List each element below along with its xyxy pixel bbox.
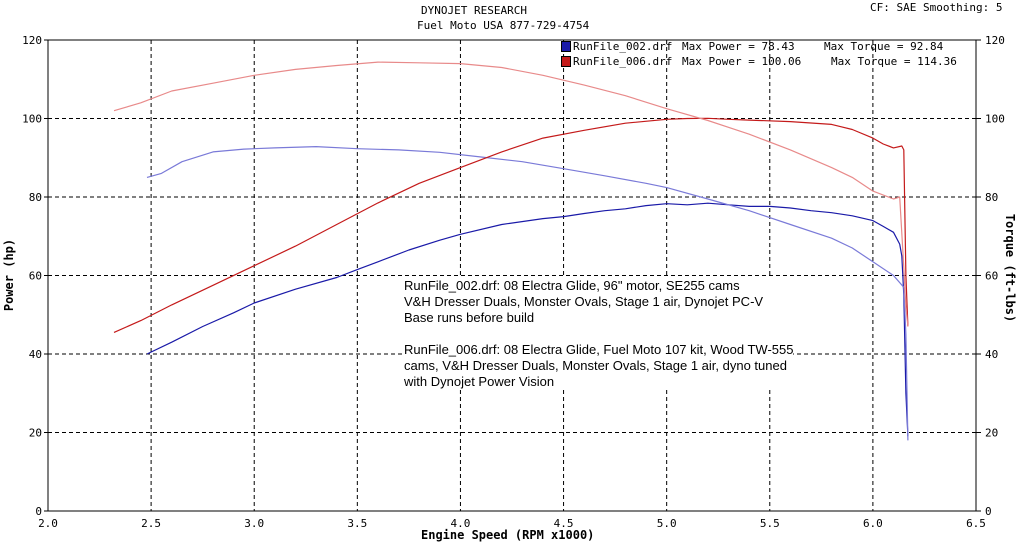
- run-notes: RunFile_002.drf: 08 Electra Glide, 96" m…: [404, 278, 794, 390]
- x-tick-label: 2.5: [141, 517, 161, 530]
- legend-swatch-run002: [561, 41, 571, 52]
- series-line-runfile-006-drf-power: [113, 117, 909, 333]
- note-run002-line3: Base runs before build: [404, 310, 535, 325]
- series-line-runfile-002-drf-torque: [146, 146, 909, 441]
- y-tick-label-left: 120: [22, 34, 42, 47]
- y-tick-label-left: 40: [29, 348, 42, 361]
- x-tick-label: 2.0: [38, 517, 58, 530]
- x-tick-label: 5.0: [657, 517, 677, 530]
- note-run006-line2: cams, V&H Dresser Duals, Monster Ovals, …: [404, 358, 787, 373]
- tick-labels: 2.0 2.5 3.0 3.5 4.0 4.5 5.0 5.5 6.0 6.50204060801…: [22, 34, 1005, 530]
- y-tick-label-left: 0: [35, 505, 42, 518]
- y-tick-label-right: 20: [985, 427, 998, 440]
- legend-file-run006: RunFile_006.drf: [573, 55, 673, 68]
- x-tick-label: 4.5: [554, 517, 574, 530]
- y-tick-label-right: 120: [985, 34, 1005, 47]
- legend-file-run002: RunFile_002.drf: [573, 40, 673, 53]
- legend-swatch-run006: [561, 56, 571, 67]
- x-tick-label: 3.0: [244, 517, 264, 530]
- shop-title: Fuel Moto USA 877-729-4754: [417, 19, 590, 32]
- series-layer: [113, 61, 909, 441]
- x-tick-label: 6.5: [966, 517, 986, 530]
- grid-lines: [48, 40, 976, 511]
- note-run002-line1: RunFile_002.drf: 08 Electra Glide, 96" m…: [404, 278, 740, 293]
- y-tick-label-right: 80: [985, 191, 998, 204]
- legend-power-run002: Max Power = 78.43: [682, 40, 795, 53]
- y-tick-label-right: 100: [985, 113, 1005, 126]
- x-tick-label: 5.5: [760, 517, 780, 530]
- x-tick-label: 4.0: [451, 517, 471, 530]
- settings-label: CF: SAE Smoothing: 5: [870, 1, 1003, 14]
- y-axis-title-left: Power (hp): [2, 238, 16, 312]
- y-tick-label-left: 60: [29, 270, 42, 283]
- company-title: DYNOJET RESEARCH: [421, 4, 527, 17]
- y-tick-label-right: 60: [985, 270, 998, 283]
- y-axis-title-right: Torque (ft-lbs): [1003, 213, 1017, 323]
- legend-torque-run006: Max Torque = 114.36: [831, 55, 957, 68]
- note-run006-line3: with Dynojet Power Vision: [404, 374, 555, 389]
- series-line-runfile-002-drf-power: [146, 202, 909, 437]
- y-tick-label-right: 0: [985, 505, 992, 518]
- y-tick-label-right: 40: [985, 348, 998, 361]
- x-tick-label: 3.5: [347, 517, 367, 530]
- legend-power-run006: Max Power = 100.06: [682, 55, 802, 68]
- y-tick-label-left: 20: [29, 427, 42, 440]
- series-line-runfile-006-drf-torque: [113, 61, 909, 327]
- x-axis-title: Engine Speed (RPM x1000): [421, 528, 595, 542]
- note-run006-line1: RunFile_006.drf: 08 Electra Glide, Fuel …: [404, 342, 794, 357]
- x-tick-label: 6.0: [863, 517, 883, 530]
- y-tick-label-left: 100: [22, 113, 42, 126]
- legend-torque-run002: Max Torque = 92.84: [824, 40, 944, 53]
- note-run002-line2: V&H Dresser Duals, Monster Ovals, Stage …: [404, 294, 764, 309]
- y-tick-label-left: 80: [29, 191, 42, 204]
